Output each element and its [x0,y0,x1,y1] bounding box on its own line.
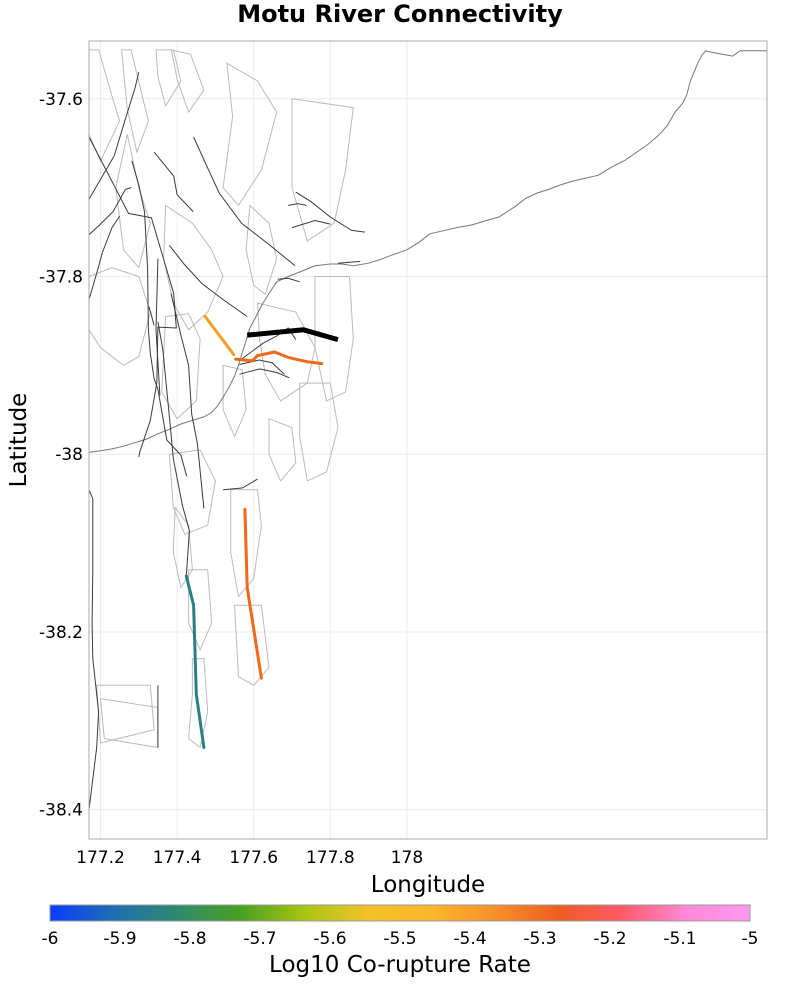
colorbar-tick-label: -5.1 [663,929,696,949]
y-tick-label: -38 [55,445,83,465]
chart-title: Motu River Connectivity [237,0,563,28]
fault-trace [89,136,177,458]
fault-outline [115,134,151,269]
x-tick-label: 178 [391,848,423,868]
x-axis-label: Longitude [371,872,485,898]
fault-outline [222,364,247,438]
fault-outline [188,658,209,749]
fault-outline [268,417,297,482]
fault-outline [163,204,224,331]
connected-fault [234,350,324,366]
fault-outline [245,204,278,296]
x-tick-label: 177.2 [76,848,125,868]
fault-trace [170,293,205,509]
colorbar-label: Log10 Co-rupture Rate [269,952,531,978]
fault-outline [96,684,155,744]
fault-outline [222,62,278,207]
fault-outline [89,267,151,367]
fault-trace [157,321,190,577]
fault-trace [89,489,100,810]
plot-area [89,41,767,839]
y-tick-label: -37.8 [39,267,83,287]
x-tick-label: 177.4 [153,848,202,868]
colorbar-ticks: -6 -5.9 -5.8 -5.7 -5.6 -5.5 -5.4 -5.3 -5.2 -5.1 -5 [42,929,759,949]
fault-outline [170,49,205,114]
fault-outline [299,382,339,482]
colorbar-tick-label: -5.9 [103,929,136,949]
plot-frame [88,40,768,840]
fault-trace [223,478,258,491]
fault-trace [155,258,161,396]
fault-outline [314,276,354,402]
fault-trace [193,136,296,267]
fault-trace [89,215,121,300]
colorbar-tick-label: -5.2 [593,929,626,949]
fault-trace [239,359,285,375]
fault-outline [121,49,149,154]
colorbar-tick-label: -5.5 [383,929,416,949]
fault-trace [169,245,248,317]
y-axis-ticks: -37.6 -37.8 -38 -38.2 -38.4 [39,90,83,821]
fault-trace [89,71,140,200]
y-axis-label: Latitude [6,393,32,488]
fault-outline [168,449,216,535]
fault-trace [153,151,194,212]
connected-fault [184,574,206,749]
fault-trace [291,219,331,229]
fault-trace [337,260,361,264]
source-fault-motu-river [246,327,339,343]
fault-outline [161,313,201,420]
colorbar-tick-label: -5.3 [523,929,556,949]
x-tick-label: 177.8 [306,848,355,868]
fault-trace [288,203,307,206]
fault-outline [89,49,121,163]
connected-fault [203,315,236,357]
fault-outline [230,489,262,598]
fault-trace [89,187,132,236]
connected-fault [243,507,263,680]
fault-trace [239,368,290,379]
colorbar-tick-label: -5.7 [243,929,276,949]
fault-trace [295,191,365,233]
fault-trace [148,306,155,326]
fault-trace [131,160,188,477]
fault-trace [277,277,300,283]
x-axis-ticks: 177.2 177.4 177.6 177.8 178 [76,848,423,868]
colorbar-tick-label: -6 [42,929,59,949]
colorbar-tick-label: -5.8 [173,929,206,949]
y-tick-label: -37.6 [39,90,83,110]
y-tick-label: -38.2 [39,623,83,643]
fault-outline [291,98,354,242]
colorbar-tick-label: -5.6 [313,929,346,949]
colorbar-tick-label: -5.4 [453,929,486,949]
map-layer [89,49,767,810]
y-tick-label: -38.4 [39,801,83,821]
x-tick-label: 177.6 [229,848,278,868]
fault-outline [155,49,182,108]
colorbar-tick-label: -5 [742,929,759,949]
fault-outline [188,569,213,651]
coastline [89,50,767,453]
colorbar [49,904,751,922]
